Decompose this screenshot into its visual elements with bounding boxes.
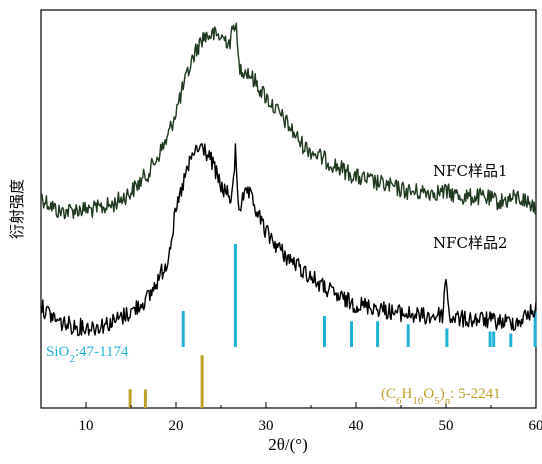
- series-label-1: NFC样品1: [433, 162, 508, 180]
- x-tick-label-40: 40: [349, 418, 364, 434]
- x-tick-label-50: 50: [439, 418, 454, 434]
- x-tick-label-10: 10: [79, 418, 94, 434]
- y-axis-label: 衍射强度: [8, 179, 26, 239]
- data-series: [40, 22, 537, 337]
- reference-label-sio2: SiO2:47-1174: [46, 344, 129, 365]
- reference-label-cellulose: (C6H10O5)n: 5-2241: [381, 386, 501, 407]
- x-axis-label: 2θ/(°): [268, 435, 308, 454]
- x-tick-label-20: 20: [169, 418, 184, 434]
- x-axis-ticks: 10 20 30 40 50 60: [40, 402, 542, 434]
- plot-frame: [40, 9, 537, 409]
- series-line-2: [40, 143, 537, 337]
- series-line-1: [40, 22, 537, 220]
- reference-patterns: [128, 244, 537, 408]
- series-label-2: NFC样品2: [433, 234, 508, 252]
- x-tick-label-60: 60: [529, 418, 542, 434]
- x-tick-label-30: 30: [259, 418, 274, 434]
